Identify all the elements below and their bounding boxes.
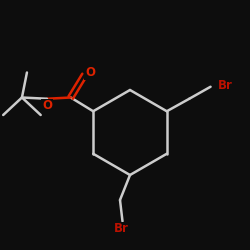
Text: O: O xyxy=(42,99,52,112)
Text: Br: Br xyxy=(218,79,233,92)
Text: Br: Br xyxy=(114,222,129,235)
Text: O: O xyxy=(85,66,95,80)
